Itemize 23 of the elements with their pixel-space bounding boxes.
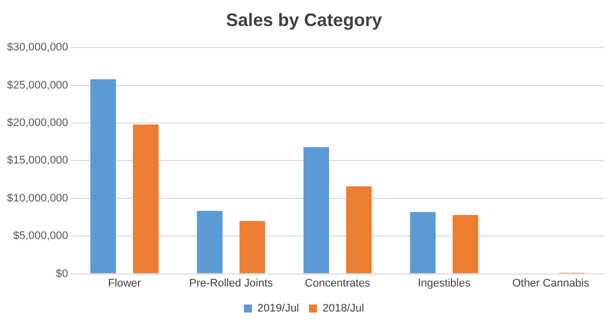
y-tick-label: $15,000,000: [7, 154, 68, 167]
y-tick-label: $25,000,000: [7, 79, 68, 92]
x-tick-label: Pre-Rolled Joints: [189, 277, 274, 290]
bar: [240, 221, 266, 274]
chart-title: Sales by Category: [226, 10, 382, 30]
bar: [452, 214, 478, 274]
y-tick-label: $30,000,000: [7, 42, 68, 54]
bar: [90, 79, 116, 274]
y-tick-label: $5,000,000: [13, 230, 68, 242]
bar: [196, 210, 222, 274]
legend-label: 2018/Jul: [322, 302, 364, 315]
y-tick-label: $0: [56, 268, 68, 280]
x-tick-label: Other Cannabis: [512, 277, 590, 290]
x-tick-label: Concentrates: [304, 277, 371, 290]
bar: [346, 186, 372, 274]
bar: [132, 124, 159, 274]
y-tick-label: $20,000,000: [7, 117, 68, 130]
bar: [303, 147, 330, 274]
y-tick-label: $10,000,000: [7, 192, 68, 204]
bar: [410, 212, 436, 274]
legend-label: 2019/Jul: [257, 302, 300, 315]
x-tick-label: Flower: [108, 277, 142, 290]
x-tick-label: Ingestibles: [418, 277, 471, 290]
